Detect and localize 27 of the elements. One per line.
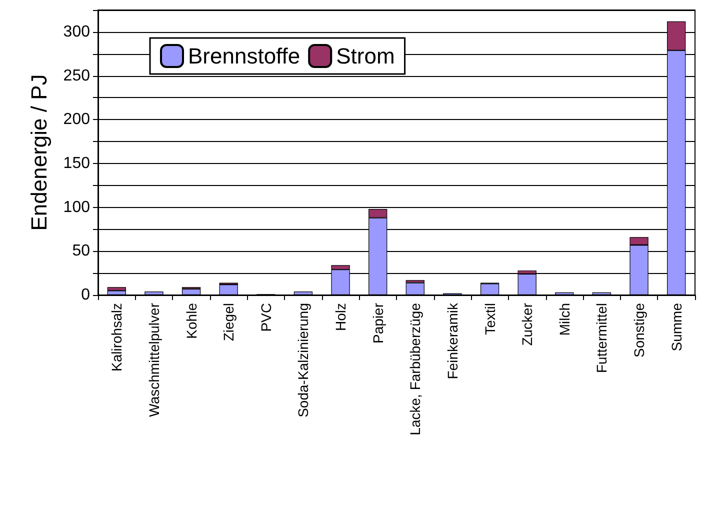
legend-label: Brennstoffe bbox=[188, 44, 300, 68]
x-tick-label: Kohle bbox=[183, 302, 200, 339]
y-tick-label: 0 bbox=[81, 286, 90, 304]
x-tick-label: Sonstige bbox=[631, 302, 648, 358]
y-tick-label: 250 bbox=[63, 67, 90, 84]
legend-label: Strom bbox=[336, 44, 395, 68]
x-tick-label: Holz bbox=[332, 303, 349, 332]
y-axis-title: Endenergie / PJ bbox=[26, 74, 52, 231]
x-tick-label: Zucker bbox=[519, 302, 536, 346]
x-tick-label: Ziegel bbox=[220, 303, 237, 342]
x-tick-label: Kalirohsalz bbox=[108, 303, 125, 372]
x-tick-label: Feinkeramik bbox=[444, 302, 460, 380]
x-tick-label: PVC bbox=[258, 303, 274, 332]
x-tick-label: Futtermittel bbox=[594, 303, 610, 374]
x-tick-label: Waschmittelpulver bbox=[146, 302, 162, 417]
x-tick-label: Summe bbox=[668, 302, 684, 352]
x-tick-label: Papier bbox=[370, 302, 386, 344]
y-tick-label: 50 bbox=[72, 242, 90, 260]
y-tick-label: 200 bbox=[63, 111, 90, 128]
y-tick-label: 100 bbox=[63, 198, 90, 216]
y-tick-label: 150 bbox=[63, 154, 90, 172]
y-tick-label: 300 bbox=[63, 23, 90, 40]
x-tick-label: Soda-Kalzinierung bbox=[295, 303, 312, 418]
x-tick-label: Milch bbox=[556, 303, 572, 336]
x-tick-label: Lacke, Farbüberzüge bbox=[407, 302, 424, 436]
bar bbox=[107, 287, 126, 291]
x-tick-label: Textil bbox=[482, 303, 498, 335]
